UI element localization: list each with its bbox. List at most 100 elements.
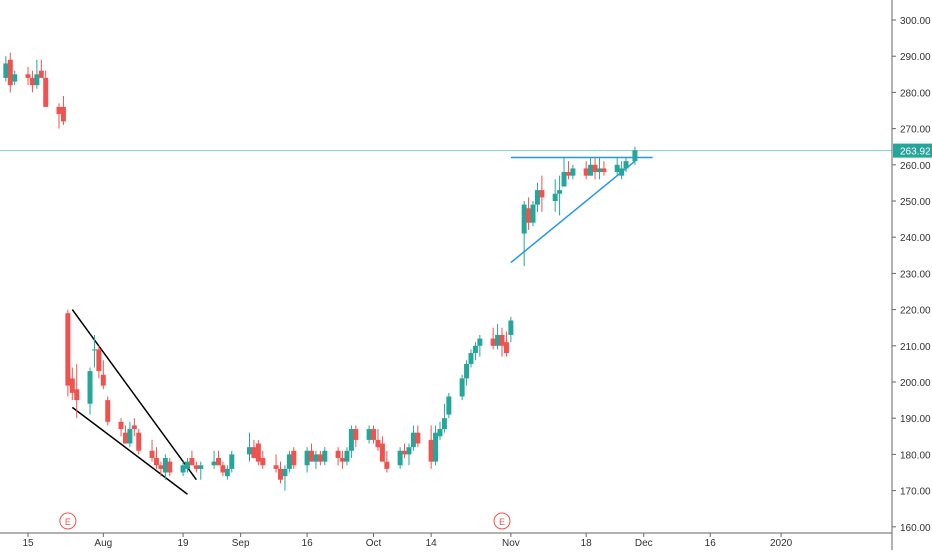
candle-body: [348, 429, 354, 451]
candle: [570, 164, 576, 180]
candle: [211, 450, 217, 469]
candle: [583, 161, 589, 180]
candle-body: [588, 164, 594, 176]
candle-body: [508, 320, 514, 335]
candle: [340, 450, 346, 469]
candle: [322, 447, 328, 466]
candle-body: [278, 468, 284, 480]
candle: [428, 425, 434, 469]
candle: [472, 342, 478, 361]
candle-body: [335, 450, 341, 459]
candle-body: [309, 450, 315, 462]
candle-body: [122, 432, 128, 444]
candle-body: [410, 432, 416, 448]
price-tick-label: 250.00: [900, 197, 931, 208]
candle-body: [189, 458, 195, 466]
candle-body: [96, 349, 102, 372]
candle: [619, 161, 625, 180]
candle: [446, 392, 452, 419]
candle-body: [313, 454, 319, 462]
candle: [304, 447, 310, 473]
trendlines-group: [71, 156, 653, 495]
wedge-upper-line[interactable]: [71, 309, 197, 481]
candle-body: [153, 458, 159, 466]
candle-body: [371, 429, 377, 440]
candle-body: [614, 164, 620, 173]
price-tick-label: 160.00: [900, 523, 931, 534]
candle-body: [224, 468, 230, 477]
price-axis[interactable]: 300.00 290.00 280.00 270.00 260.00 250.00 240.…: [892, 16, 931, 534]
candle-body: [105, 400, 111, 422]
candle: [7, 52, 13, 93]
candle: [534, 182, 540, 212]
candle-body: [596, 168, 602, 173]
time-tick-label: 16: [705, 538, 717, 549]
candle-body: [127, 429, 133, 444]
candle-body: [472, 345, 478, 354]
candle-body: [384, 461, 390, 469]
time-axis[interactable]: 15 Aug 19 Sep 16 Oct 14 Nov 18 Dec 16 2020: [22, 533, 793, 549]
candle-body: [215, 458, 221, 466]
candle: [25, 67, 31, 86]
candle: [278, 461, 284, 484]
candle: [282, 465, 288, 491]
candle-body: [273, 465, 279, 469]
candle-body: [322, 450, 328, 462]
candle: [415, 425, 421, 448]
candle-body: [446, 396, 452, 415]
time-tick-label: 2020: [770, 538, 793, 549]
candle: [153, 447, 159, 469]
candle-body: [565, 172, 571, 176]
candle: [260, 450, 266, 469]
last-price-label-group: 263.92: [893, 143, 932, 158]
candle-body: [530, 204, 536, 223]
candle: [437, 421, 443, 440]
candle: [162, 454, 168, 480]
candle: [410, 425, 416, 451]
earnings-marker[interactable]: E: [493, 512, 511, 530]
candle: [3, 56, 9, 82]
candle-body: [118, 421, 124, 430]
earnings-marker[interactable]: E: [59, 512, 77, 530]
candle-body: [286, 454, 292, 469]
candle: [464, 360, 470, 386]
candle: [588, 157, 594, 176]
candle-body: [557, 190, 563, 194]
candle-body: [570, 168, 576, 176]
candle: [291, 447, 297, 469]
candle: [371, 425, 377, 444]
candle-body: [247, 447, 252, 455]
candle: [623, 157, 629, 173]
candle: [441, 403, 447, 433]
candle: [526, 197, 532, 230]
candle-body: [291, 450, 297, 466]
candle-body: [632, 150, 638, 162]
triangle-support-line[interactable]: [510, 160, 636, 264]
candle: [366, 425, 372, 444]
candle-body: [539, 190, 545, 198]
time-tick-label: 15: [22, 538, 34, 549]
price-tick-label: 290.00: [900, 52, 931, 63]
wedge-lower-line[interactable]: [71, 406, 188, 495]
candle-body: [534, 190, 540, 205]
time-tick-label: 16: [302, 538, 314, 549]
candle-body: [260, 458, 266, 466]
earnings-marker-circle: [59, 512, 77, 530]
candle: [29, 70, 35, 93]
candle: [65, 309, 71, 397]
candle-body: [43, 77, 49, 107]
candle-body: [282, 468, 288, 477]
price-tick-label: 200.00: [900, 378, 931, 389]
price-tick-label: 300.00: [900, 16, 931, 27]
candle-body: [65, 313, 71, 386]
candle-body: [180, 465, 186, 473]
candle: [136, 429, 142, 455]
candle: [224, 465, 230, 480]
candle: [12, 70, 18, 86]
candle: [251, 439, 257, 459]
price-tick-label: 220.00: [900, 306, 931, 317]
last-price-label: 263.92: [900, 147, 931, 158]
price-tick-label: 210.00: [900, 342, 931, 353]
